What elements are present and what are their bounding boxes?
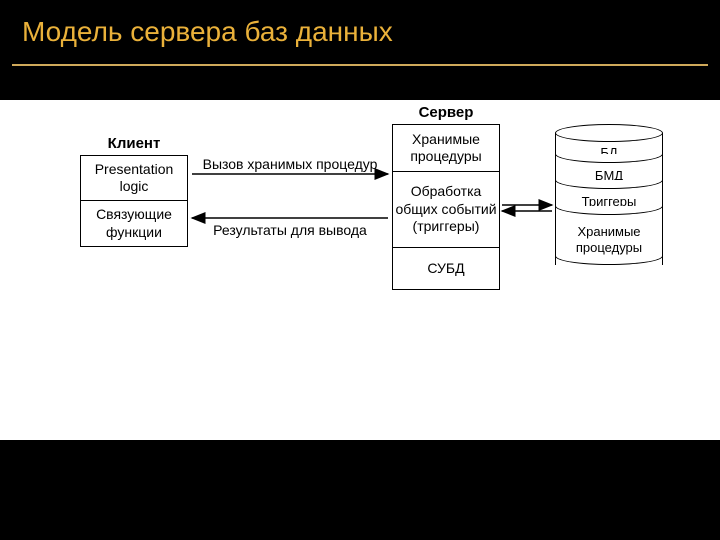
client-stack: Presentation logic Связующие функции	[80, 155, 188, 247]
server-box-dbms: СУБД	[392, 248, 500, 290]
client-header: Клиент	[80, 135, 188, 152]
title-band: Модель сервера баз данных	[0, 0, 720, 64]
client-box-presentation-logic: Presentation logic	[80, 155, 188, 201]
slide: Модель сервера баз данных Клиент Present…	[0, 0, 720, 540]
title-divider	[12, 64, 708, 66]
server-header: Сервер	[392, 104, 500, 121]
page-title: Модель сервера баз данных	[22, 16, 393, 48]
server-box-stored-procedures: Хранимые процедуры	[392, 124, 500, 172]
diagram: Клиент Presentation logic Связующие функ…	[0, 100, 720, 440]
arrow-label-call: Вызов хранимых процедур	[192, 156, 388, 174]
server-box-event-handling: Обработка общих событий (триггеры)	[392, 172, 500, 248]
client-box-binding-functions: Связующие функции	[80, 201, 188, 247]
db-cylinder: БДБМДТриггерыХранимые процедуры	[555, 124, 663, 265]
arrow-label-return: Результаты для вывода	[192, 222, 388, 240]
server-stack: Хранимые процедуры Обработка общих событ…	[392, 124, 500, 290]
cylinder-top-cap	[555, 124, 663, 142]
